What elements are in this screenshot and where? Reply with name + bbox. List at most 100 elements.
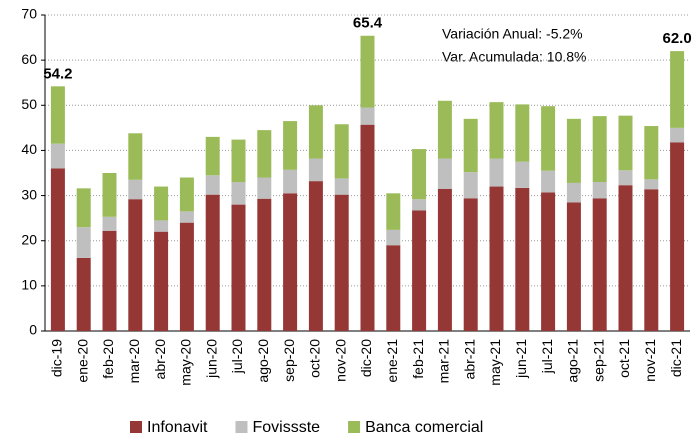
bar-segment <box>463 198 478 331</box>
bar-segment <box>360 124 375 331</box>
x-tick-label: abr-21 <box>461 339 477 380</box>
x-tick-label: nov-21 <box>642 339 658 382</box>
bar-segment <box>541 170 556 193</box>
bar-segment <box>412 149 427 200</box>
x-tick-label: dic-19 <box>49 339 65 377</box>
bar-segment <box>231 139 246 183</box>
annotation: Variación Anual: -5.2% <box>442 26 583 42</box>
x-tick-label: oct-21 <box>616 339 632 378</box>
y-tick-label: 60 <box>21 51 37 67</box>
bar-segment <box>386 229 401 246</box>
x-tick-label: may-20 <box>178 339 194 386</box>
bar-segment <box>541 106 556 171</box>
bar-segment <box>308 105 323 159</box>
y-tick-label: 40 <box>21 141 37 157</box>
x-tick-label: ago-20 <box>255 339 271 383</box>
bar-segment <box>644 126 659 180</box>
x-tick-label: mar-20 <box>126 339 142 384</box>
legend-swatch <box>130 421 142 433</box>
bar-segment <box>412 199 427 211</box>
bar-segment <box>257 198 272 331</box>
annotation: Var. Acumulada: 10.8% <box>442 49 587 65</box>
legend-label: Fovissste <box>252 419 320 436</box>
bar-segment <box>489 186 504 331</box>
bar-segment <box>566 182 581 203</box>
bar-segment <box>179 222 194 331</box>
x-tick-label: mar-21 <box>436 339 452 384</box>
bar-segment <box>283 193 298 331</box>
bar-segment <box>644 179 659 190</box>
bar-segment <box>205 136 220 176</box>
x-tick-label: ene-20 <box>74 339 90 383</box>
x-tick-label: jul-21 <box>539 339 555 374</box>
bar-segment <box>592 198 607 331</box>
y-tick-label: 70 <box>21 6 37 22</box>
bar-segment <box>128 179 143 200</box>
bar-segment <box>463 118 478 173</box>
bar-segment <box>257 177 272 199</box>
bar-segment <box>670 127 685 143</box>
bar-segment <box>489 102 504 159</box>
bar-segment <box>386 193 401 230</box>
bar-segment <box>515 161 530 188</box>
x-tick-label: feb-21 <box>410 339 426 379</box>
bar-segment <box>128 199 143 331</box>
x-tick-label: nov-20 <box>332 339 348 382</box>
x-tick-label: dic-21 <box>668 339 684 377</box>
bar-segment <box>154 231 169 331</box>
bar-segment <box>50 143 65 169</box>
x-tick-label: may-21 <box>487 339 503 386</box>
bar-segment <box>154 186 169 221</box>
bar-segment <box>412 210 427 331</box>
bar-segment <box>102 230 117 331</box>
bar-segment <box>76 227 91 258</box>
bar-segment <box>670 142 685 331</box>
y-tick-label: 50 <box>21 96 37 112</box>
bar-segment <box>592 116 607 183</box>
legend-swatch <box>235 421 248 433</box>
bar-segment <box>566 118 581 183</box>
bar-segment <box>205 175 220 195</box>
y-tick-label: 30 <box>21 186 37 202</box>
bar-segment <box>360 35 375 108</box>
bar-segment <box>463 172 478 199</box>
bar-segment <box>128 133 143 180</box>
bar-segment <box>179 211 194 223</box>
bar-segment <box>618 115 633 171</box>
bar-segment <box>205 194 220 331</box>
x-tick-label: sep-21 <box>590 339 606 382</box>
bar-segment <box>360 107 375 125</box>
bar-segment <box>515 187 530 331</box>
bar-segment <box>50 168 65 331</box>
bar-segment <box>618 170 633 186</box>
bar-segment <box>76 257 91 331</box>
bar-segment <box>283 169 298 194</box>
bar-segment <box>231 204 246 331</box>
bar-segment <box>102 216 117 231</box>
bar-segment <box>437 188 452 331</box>
bar-segment <box>386 245 401 331</box>
legend-label: Banca comercial <box>365 419 483 436</box>
bar-segment <box>489 158 504 187</box>
x-tick-label: feb-20 <box>100 339 116 379</box>
bar-segment <box>515 104 530 162</box>
x-tick-label: jun-21 <box>513 339 529 379</box>
bar-segment <box>618 185 633 331</box>
x-tick-label: sep-20 <box>281 339 297 382</box>
y-tick-label: 20 <box>21 231 37 247</box>
bar-segment <box>334 124 349 179</box>
x-tick-label: ene-21 <box>384 339 400 383</box>
bar-segment <box>592 182 607 199</box>
bar-segment <box>308 158 323 182</box>
bar-segment <box>76 188 91 228</box>
x-tick-label: ago-21 <box>565 339 581 383</box>
bar-segment <box>334 194 349 331</box>
x-tick-label: jun-20 <box>203 339 219 379</box>
bar-segment <box>102 173 117 217</box>
x-tick-label: dic-20 <box>358 339 374 377</box>
bar-segment <box>179 177 194 212</box>
bar-segment <box>437 158 452 189</box>
bar-segment <box>308 181 323 331</box>
bar-segment <box>283 121 298 170</box>
